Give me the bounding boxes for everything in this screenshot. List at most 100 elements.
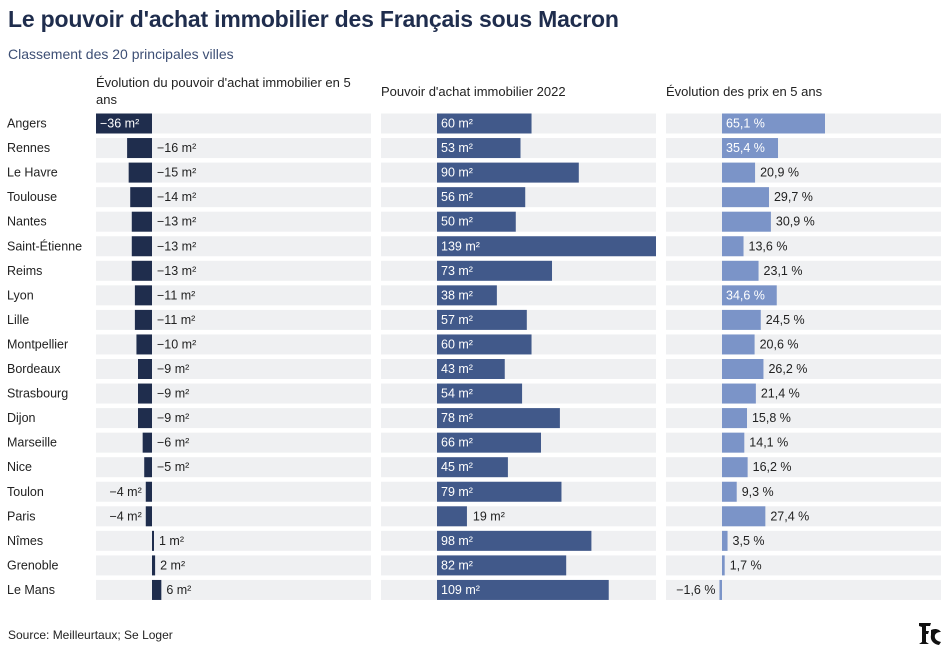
data-label-evolution-13: −6 m²: [157, 436, 189, 450]
track-price-2: [666, 162, 941, 183]
data-label-power-2: 90 m²: [441, 166, 473, 180]
track-evolution-18: [96, 555, 371, 576]
data-label-evolution-0: −36 m²: [100, 117, 139, 131]
bar-power-1: [437, 138, 521, 159]
bar-evolution-9: [136, 334, 152, 355]
bar-evolution-8: [134, 309, 152, 330]
track-price-7: [666, 285, 941, 306]
data-label-price-18: 1,7 %: [730, 558, 762, 572]
data-label-price-2: 20,9 %: [760, 166, 799, 180]
data-label-power-4: 50 m²: [441, 215, 473, 229]
bar-evolution-19: [152, 579, 162, 600]
track-price-14: [666, 457, 941, 478]
bar-power-8: [437, 309, 527, 330]
data-label-price-4: 30,9 %: [776, 215, 815, 229]
track-price-12: [666, 408, 941, 429]
data-label-price-9: 20,6 %: [760, 337, 799, 351]
data-label-power-6: 73 m²: [441, 264, 473, 278]
data-label-evolution-1: −16 m²: [157, 141, 196, 155]
row-label-17: Nîmes: [7, 534, 43, 548]
data-label-power-0: 60 m²: [441, 117, 473, 131]
track-price-13: [666, 432, 941, 453]
data-label-price-11: 21,4 %: [761, 387, 800, 401]
bar-evolution-2: [128, 162, 152, 183]
bar-price-2: [722, 162, 756, 183]
data-label-evolution-4: −13 m²: [157, 215, 196, 229]
track-evolution-14: [96, 457, 371, 478]
bar-price-6: [722, 260, 759, 281]
bar-price-4: [722, 211, 771, 232]
bar-power-0: [437, 113, 532, 134]
row-label-3: Toulouse: [7, 190, 57, 204]
data-label-power-17: 98 m²: [441, 534, 473, 548]
row-label-10: Bordeaux: [7, 362, 61, 376]
bar-evolution-1: [127, 138, 152, 159]
data-label-price-13: 14,1 %: [749, 436, 788, 450]
data-label-price-3: 29,7 %: [774, 190, 813, 204]
row-label-1: Rennes: [7, 141, 50, 155]
data-label-power-15: 79 m²: [441, 485, 473, 499]
bar-evolution-18: [152, 555, 156, 576]
bar-power-6: [437, 260, 553, 281]
bar-price-8: [722, 309, 761, 330]
data-label-price-0: 65,1 %: [726, 117, 765, 131]
bar-power-5: [437, 236, 656, 257]
row-label-5: Saint-Étienne: [7, 238, 82, 253]
data-label-power-11: 54 m²: [441, 387, 473, 401]
data-label-evolution-19: 6 m²: [166, 583, 191, 597]
data-label-evolution-6: −13 m²: [157, 264, 196, 278]
data-label-power-14: 45 m²: [441, 460, 473, 474]
bar-power-10: [437, 359, 505, 379]
bar-power-11: [437, 383, 523, 404]
track-price-15: [666, 481, 941, 502]
chart-subtitle: Classement des 20 principales villes: [8, 46, 234, 62]
track-power-4: [381, 211, 656, 232]
data-label-evolution-10: −9 m²: [157, 362, 189, 376]
bar-price-15: [722, 481, 737, 502]
data-label-power-3: 56 m²: [441, 190, 473, 204]
data-label-price-6: 23,1 %: [764, 264, 803, 278]
data-label-evolution-11: −9 m²: [157, 387, 189, 401]
bar-evolution-5: [131, 236, 152, 257]
column-header-pouvoir-2022: Pouvoir d'achat immobilier 2022: [381, 84, 566, 99]
row-label-18: Grenoble: [7, 558, 58, 572]
bar-evolution-13: [142, 432, 152, 453]
track-price-17: [666, 530, 941, 551]
data-label-evolution-12: −9 m²: [157, 411, 189, 425]
bar-price-19: [719, 579, 722, 600]
track-evolution-9: [96, 334, 371, 355]
track-price-18: [666, 555, 941, 576]
row-label-12: Dijon: [7, 411, 36, 425]
bar-power-4: [437, 211, 516, 232]
data-label-evolution-8: −11 m²: [157, 313, 195, 327]
le-figaro-logo: [919, 623, 941, 645]
data-label-power-1: 53 m²: [441, 141, 473, 155]
data-label-power-16: 19 m²: [473, 509, 505, 523]
track-evolution-16: [96, 506, 371, 527]
track-evolution-8: [96, 309, 371, 330]
row-label-4: Nantes: [7, 215, 47, 229]
row-label-8: Lille: [7, 313, 29, 327]
track-power-10: [381, 359, 656, 379]
track-evolution-10: [96, 359, 371, 379]
row-label-11: Strasbourg: [7, 387, 68, 401]
bar-evolution-14: [144, 457, 152, 478]
track-evolution-0: [96, 113, 371, 134]
track-power-16: [381, 506, 656, 527]
data-label-evolution-2: −15 m²: [157, 166, 196, 180]
data-label-evolution-5: −13 m²: [157, 239, 196, 253]
bar-evolution-15: [145, 481, 152, 502]
data-label-evolution-7: −11 m²: [157, 288, 195, 302]
bar-power-14: [437, 457, 508, 478]
data-label-power-7: 38 m²: [441, 288, 473, 302]
row-label-14: Nice: [7, 460, 32, 474]
track-price-19: [666, 579, 941, 600]
bar-evolution-12: [138, 408, 152, 429]
bar-evolution-6: [131, 260, 152, 281]
data-label-power-19: 109 m²: [441, 583, 480, 597]
bar-price-16: [722, 506, 766, 527]
data-label-evolution-3: −14 m²: [157, 190, 196, 204]
bar-power-16: [437, 506, 467, 527]
bar-price-0: [722, 113, 825, 134]
track-evolution-4: [96, 211, 371, 232]
